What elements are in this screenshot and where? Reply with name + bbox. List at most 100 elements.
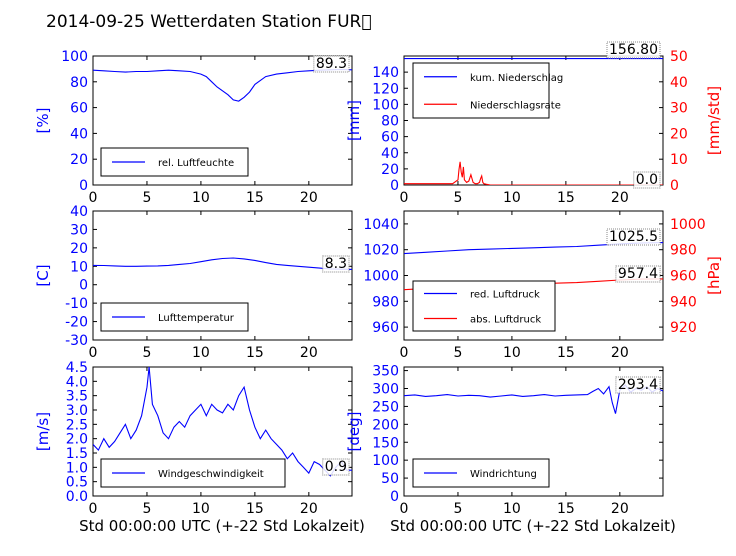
y-right-tick-label: 20 [670, 126, 688, 142]
value-annotation-box [313, 55, 350, 73]
y-axis-label: [mm] [345, 100, 363, 141]
chart-panel-4: 0 5 10 15 20 960 980 1000 1020 1040 920 940 960 980 10… [363, 210, 723, 361]
y-tick-label: 0 [390, 489, 399, 505]
value-annotation-box [606, 228, 661, 246]
y-tick-label: 0 [79, 278, 88, 294]
y-tick-label: 960 [372, 320, 399, 336]
y-tick-label: 60 [381, 130, 399, 146]
y-right-tick-label: 940 [670, 294, 697, 310]
chart-panel-2: 0 5 10 15 2002040608010012014001020304050[mm… [345, 41, 723, 206]
y-tick-label: 50 [381, 471, 399, 487]
legend-entry: kum. Niederschlag [470, 73, 563, 84]
y-tick-label: 80 [70, 75, 88, 91]
y-tick-label: 100 [372, 97, 399, 113]
y-right-tick-label: 40 [670, 75, 688, 91]
value-annotation-box [606, 41, 661, 59]
y-tick-label: 0 [390, 178, 399, 194]
y-tick-label: 40 [70, 204, 88, 220]
y-tick-label: -30 [65, 333, 88, 349]
y-tick-label: 2.5 [66, 417, 88, 433]
y-tick-label: 30 [70, 222, 88, 238]
x-tick-label: 20 [611, 190, 629, 206]
x-tick-label: 0 [89, 345, 98, 361]
x-tick-label: 5 [142, 345, 151, 361]
y-tick-label: 100 [372, 453, 399, 469]
series-line-1 [93, 367, 352, 477]
series-line-1 [93, 257, 352, 270]
series-line-1 [93, 68, 352, 102]
y-right-tick-label: 30 [670, 101, 688, 117]
y-tick-label: 40 [70, 126, 88, 142]
x-tick-label: 0 [400, 190, 409, 206]
chart-panel-3: 0 5 10 15 20 -30 -20 -10 0 10 20 30 40 [C] Lufttempera… [34, 204, 353, 361]
y-right-tick-label: 10 [670, 152, 688, 168]
value-annotation-box [322, 458, 350, 476]
x-tick-label: 5 [142, 501, 151, 517]
x-tick-label: 15 [246, 190, 264, 206]
series-line-2 [404, 161, 663, 185]
y-tick-label: 60 [70, 101, 88, 117]
legend-box [412, 280, 556, 332]
x-tick-label: 20 [300, 345, 318, 361]
x-tick-label: 5 [453, 190, 462, 206]
y-tick-label: 1.5 [66, 446, 88, 462]
x-tick-label: 5 [142, 190, 151, 206]
value-annotation-box [615, 265, 661, 283]
y-tick-label: 0 [79, 178, 88, 194]
x-tick-label: 5 [453, 345, 462, 361]
x-tick-label: 20 [300, 501, 318, 517]
y-right-tick-label: 920 [670, 320, 697, 336]
legend-entry: red. Luftdruck [470, 290, 540, 301]
y-axis-label-right: [mm/std] [705, 86, 723, 155]
value-annotation: 89.3 [316, 56, 347, 72]
y-axis-label-right: [hPa] [705, 256, 723, 295]
y-tick-label: 2.0 [66, 432, 88, 448]
y-tick-label: 0.0 [66, 489, 88, 505]
y-tick-label: 250 [372, 399, 399, 415]
y-tick-label: 20 [381, 162, 399, 178]
y-axis-label: [m/s] [34, 412, 52, 451]
y-right-tick-label: 50 [670, 49, 688, 65]
y-axis-label: [deg] [345, 412, 363, 452]
y-tick-label: 300 [372, 382, 399, 398]
legend-entry: Lufttemperatur [158, 313, 235, 324]
legend-entry: Niederschlagsrate [470, 100, 561, 111]
y-tick-label: 1040 [363, 217, 399, 233]
y-right-tick-label: 960 [670, 269, 697, 285]
legend-entry: Windgeschwindigkeit [158, 469, 264, 480]
y-tick-label: 100 [61, 49, 88, 65]
y-axis-label: [%] [34, 108, 52, 134]
y-tick-label: 150 [372, 435, 399, 451]
y-tick-label: 0.5 [66, 475, 88, 491]
x-tick-label: 20 [300, 190, 318, 206]
y-tick-label: 80 [381, 114, 399, 130]
y-tick-label: 4.5 [66, 360, 88, 376]
y-tick-label: -10 [65, 296, 88, 312]
y-tick-label: 200 [372, 417, 399, 433]
y-axis-label: [C] [34, 264, 52, 286]
value-annotation: 293.4 [618, 377, 658, 393]
y-tick-label: 4.0 [66, 374, 88, 390]
x-axis-label-right: Std 00:00:00 UTC (+-22 Std Lokalzeit) [390, 517, 676, 535]
x-tick-label: 10 [192, 190, 210, 206]
y-tick-label: 350 [372, 364, 399, 380]
value-annotation: 1025.5 [609, 229, 658, 245]
y-tick-label: -20 [65, 315, 88, 331]
value-annotation: 0.9 [325, 459, 347, 475]
x-tick-label: 20 [611, 345, 629, 361]
value-annotation: 156.80 [609, 42, 658, 58]
figure-title: 2014-09-25 Wetterdaten Station FUR  [46, 12, 372, 32]
y-tick-label: 20 [70, 152, 88, 168]
x-tick-label: 10 [503, 190, 521, 206]
y-tick-label: 10 [70, 259, 88, 275]
y-tick-label: 1020 [363, 243, 399, 259]
y-tick-label: 20 [70, 241, 88, 257]
legend-box [412, 62, 550, 119]
x-tick-label: 10 [503, 345, 521, 361]
value-annotation-box [615, 376, 661, 394]
x-tick-label: 15 [246, 345, 264, 361]
y-tick-label: 140 [372, 65, 399, 81]
x-tick-label: 0 [89, 190, 98, 206]
